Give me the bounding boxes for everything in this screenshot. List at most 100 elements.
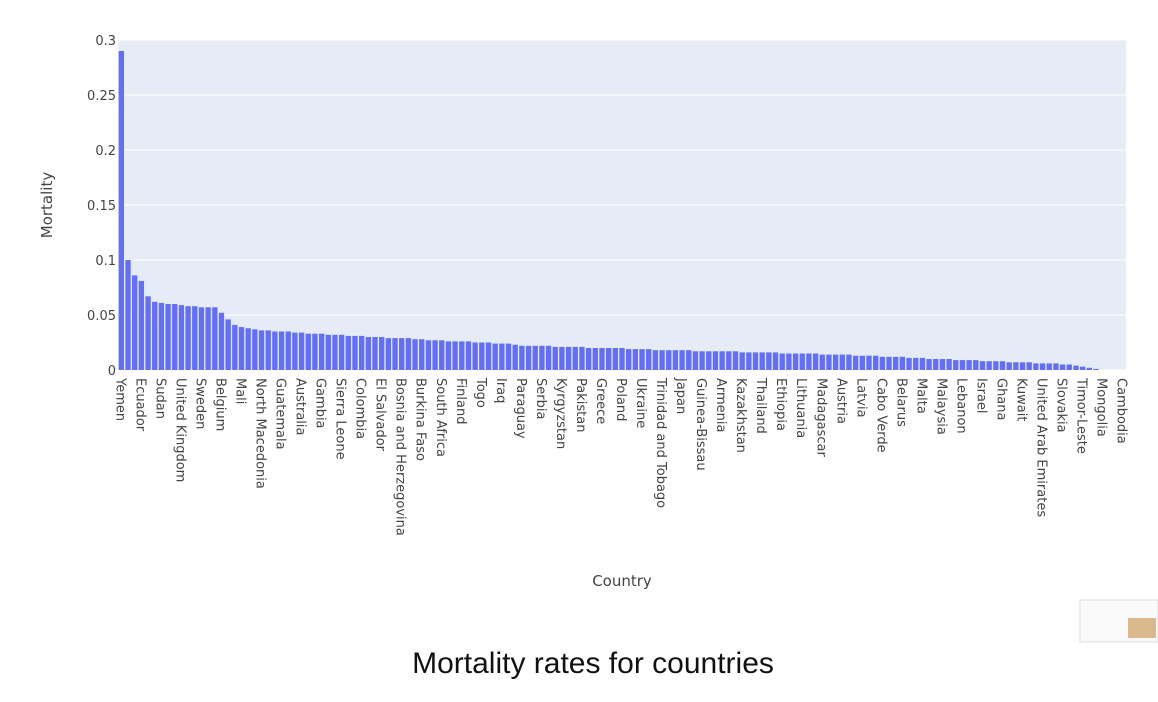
bar (152, 301, 158, 370)
x-tick-label: Greece (593, 378, 608, 424)
bar (452, 341, 458, 370)
bar (292, 332, 298, 370)
x-tick-label: Ghana (994, 378, 1009, 421)
x-tick-label: Belgium (212, 378, 227, 431)
bar (145, 296, 151, 370)
bar (752, 352, 759, 370)
bar (699, 351, 705, 370)
x-tick-label: Timor-Leste (1074, 377, 1089, 454)
bar (953, 360, 959, 370)
bar (552, 346, 558, 370)
x-tick-label: Cambodia (1114, 378, 1129, 444)
bar (132, 275, 138, 370)
bar (913, 357, 919, 370)
x-tick-label: Yemen (112, 377, 127, 421)
bar (305, 333, 311, 370)
bar (539, 345, 545, 370)
bar (746, 352, 752, 370)
y-tick-label: 0.15 (87, 199, 116, 214)
x-axis-title: Country (592, 572, 652, 590)
bar (312, 333, 318, 370)
bar (525, 345, 532, 370)
x-tick-label: Slovakia (1054, 378, 1069, 433)
bar (852, 355, 859, 370)
bar (278, 331, 285, 370)
x-tick-label: Serbia (533, 378, 548, 419)
bar (138, 280, 145, 370)
bar (1019, 362, 1026, 370)
bar (492, 343, 498, 370)
bar (839, 354, 845, 370)
bar (986, 361, 992, 370)
y-tick-label: 0.3 (95, 34, 116, 49)
bar (445, 341, 452, 370)
x-tick-label: Ethiopia (773, 378, 788, 431)
x-tick-label: Thailand (753, 377, 768, 434)
bar (933, 359, 939, 370)
x-tick-label: Burkina Faso (413, 378, 428, 461)
bar (652, 350, 659, 370)
bar (819, 354, 825, 370)
bar (605, 348, 612, 370)
bar (1053, 363, 1059, 370)
bar (252, 329, 258, 370)
bar (559, 346, 565, 370)
thumbnail (1079, 599, 1158, 643)
x-tick-label: Sudan (152, 378, 167, 419)
bar (973, 360, 979, 370)
bar (205, 307, 211, 370)
bar (939, 359, 946, 370)
bar (979, 361, 986, 370)
x-tick-label: Togo (473, 377, 488, 408)
bar (639, 349, 645, 370)
bar (599, 348, 605, 370)
bar (779, 353, 785, 370)
bar (679, 350, 685, 370)
x-tick-label: Israel (973, 378, 988, 414)
bar (812, 353, 819, 370)
x-tick-label: North Macedonia (253, 378, 268, 489)
x-tick-label: South Africa (433, 378, 448, 457)
x-tick-label: Australia (293, 378, 308, 436)
bar (185, 306, 191, 370)
bar (1086, 367, 1092, 370)
bar (238, 327, 245, 370)
bar (245, 328, 251, 370)
y-tick-label: 0 (108, 364, 116, 379)
bar (198, 307, 205, 370)
bar (479, 342, 485, 370)
bar (432, 340, 438, 370)
bar (1013, 362, 1019, 370)
bar (1039, 363, 1046, 370)
bar (318, 333, 325, 370)
x-tick-label: United Arab Emirates (1034, 378, 1049, 517)
bar (399, 338, 405, 370)
bar (672, 350, 679, 370)
bar (1066, 364, 1072, 370)
bar (732, 351, 739, 370)
bar (385, 338, 392, 370)
bar (192, 306, 198, 370)
bar (666, 350, 672, 370)
bar (232, 324, 238, 370)
bar (832, 354, 839, 370)
bar (579, 346, 585, 370)
bar (345, 335, 351, 370)
x-tick-label: Kazakhstan (733, 378, 748, 453)
bar (379, 337, 385, 370)
x-tick-label: Lithuania (793, 378, 808, 438)
bar (826, 354, 832, 370)
bar (225, 319, 231, 370)
bar (472, 342, 478, 370)
bar (1073, 365, 1079, 370)
bar (258, 330, 265, 370)
bar (505, 343, 512, 370)
bar (806, 353, 812, 370)
y-tick-label: 0.2 (95, 144, 116, 159)
bar (585, 348, 592, 370)
y-tick-label: 0.05 (87, 309, 116, 324)
x-tick-label: Mali (232, 378, 247, 404)
bar (512, 344, 518, 370)
y-axis-title: Mortality (38, 172, 56, 239)
x-tick-label: Japan (673, 377, 688, 414)
